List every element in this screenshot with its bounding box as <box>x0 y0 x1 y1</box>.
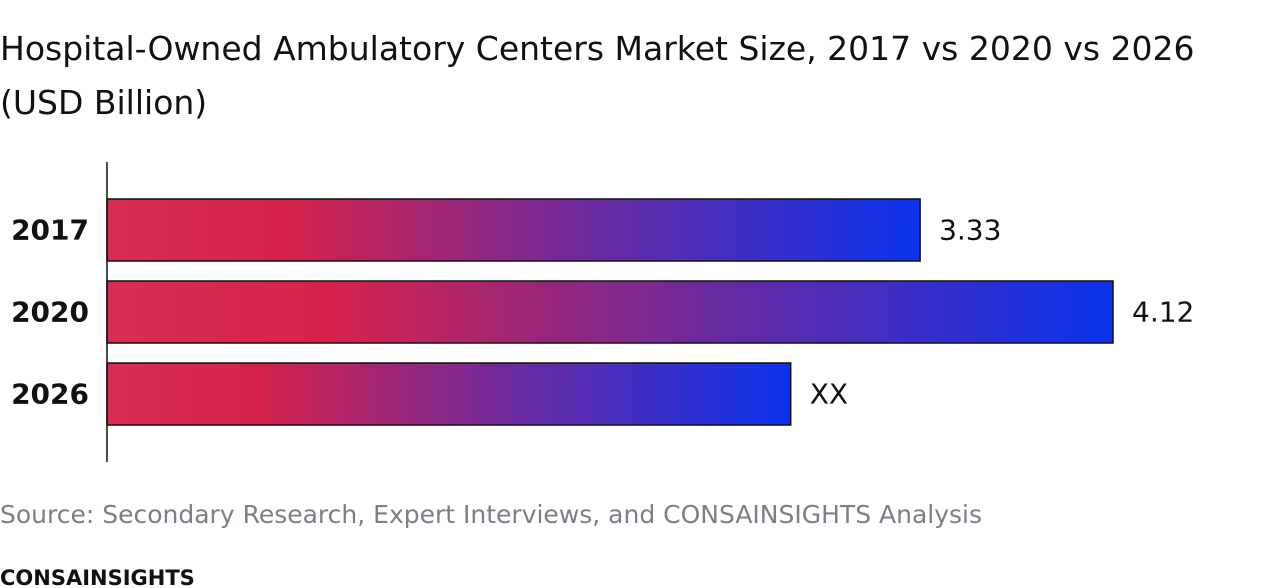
value-label-2020: 4.12 <box>1132 296 1194 329</box>
bar-2020 <box>106 280 1114 344</box>
source-note: Source: Secondary Research, Expert Inter… <box>0 500 983 529</box>
brand-logo-text: CONSAINSIGHTS <box>0 566 195 588</box>
bar-chart: 2017 3.33 2020 4.12 2026 XX <box>11 162 1194 462</box>
value-label-2026: XX <box>810 378 848 411</box>
category-label-2020: 2020 <box>11 296 89 329</box>
bar-2017 <box>106 198 921 262</box>
category-label-2017: 2017 <box>11 214 89 247</box>
bar-2026 <box>106 362 792 426</box>
category-label-2026: 2026 <box>11 378 89 411</box>
chart-title: Hospital-Owned Ambulatory Centers Market… <box>0 29 1195 122</box>
value-label-2017: 3.33 <box>939 214 1001 247</box>
